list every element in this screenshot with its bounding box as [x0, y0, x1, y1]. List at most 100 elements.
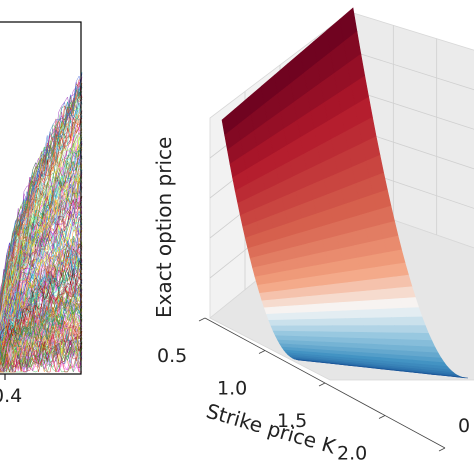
- surface-patch: [319, 331, 339, 339]
- sample-path: [0, 180, 83, 330]
- left-x-tick-label: 0.4: [0, 385, 22, 407]
- surface-patch: [412, 332, 433, 341]
- sample-path: [0, 333, 83, 372]
- surface-patch: [393, 274, 413, 289]
- surface-patch: [406, 316, 426, 326]
- surface-patch: [399, 297, 420, 309]
- surface-patch: [276, 297, 295, 308]
- surface-patch: [268, 319, 287, 327]
- x-tick: [438, 447, 446, 452]
- sample-path: [0, 156, 83, 321]
- x-tick: [198, 317, 206, 322]
- surface-patch: [334, 331, 355, 339]
- x-tick-label: 2.0: [337, 443, 367, 465]
- sample-path: [0, 343, 83, 373]
- sample-path: [0, 195, 83, 342]
- surface-patch: [266, 313, 285, 321]
- surface-patch: [296, 311, 316, 320]
- surface-patch: [342, 309, 362, 319]
- x-tick: [258, 350, 266, 354]
- x-ticks: 0.51.01.52.02.5: [157, 317, 446, 465]
- surface-patch: [386, 249, 406, 266]
- sample-path: [0, 279, 83, 354]
- sample-path: [0, 166, 83, 328]
- right-panel: 0.51.01.52.02.5 0 Exact option price Str…: [152, 7, 474, 465]
- surface-patch: [291, 296, 311, 307]
- surface-patch: [332, 325, 352, 333]
- x-axis-label: Strike price K: [204, 399, 339, 459]
- sample-path: [0, 75, 83, 316]
- surface-patch: [311, 311, 331, 320]
- sample-path: [0, 117, 83, 308]
- surface-patch: [448, 375, 469, 379]
- y-tick-label: 0: [458, 415, 470, 437]
- grid-line: [349, 50, 474, 91]
- sample-path: [0, 257, 83, 357]
- left-panel: 0.4: [0, 21, 83, 407]
- surface-patch: [278, 305, 298, 314]
- sample-path: [0, 268, 83, 341]
- surface-patch: [347, 325, 367, 333]
- surface-patch: [314, 318, 334, 327]
- surface-patch: [286, 325, 305, 332]
- surface-patch: [281, 312, 300, 321]
- sample-path: [0, 170, 83, 333]
- surface-patch: [294, 304, 313, 314]
- left-axes-frame: [0, 21, 82, 375]
- x-tick-label: 1.5: [277, 410, 307, 432]
- sample-path: [0, 164, 83, 320]
- surface-patch: [301, 325, 321, 333]
- sample-path: [0, 218, 83, 330]
- sample-path: [0, 81, 83, 302]
- x-tick: [378, 415, 386, 419]
- sample-path: [0, 273, 83, 352]
- x-tick-label: 0.5: [157, 345, 187, 367]
- grid-line: [349, 88, 474, 130]
- z-axis-label: Exact option price: [152, 137, 176, 318]
- sample-path: [0, 227, 83, 344]
- surface-patch: [288, 330, 308, 338]
- surface-patch: [261, 299, 280, 309]
- surface-patch: [329, 318, 349, 327]
- surface-patch: [396, 286, 416, 299]
- surface-patch: [324, 302, 344, 312]
- surface-patch: [263, 306, 283, 315]
- surface-patch: [390, 262, 409, 278]
- sample-path: [0, 136, 83, 325]
- surface-patch: [299, 318, 318, 327]
- surface-patch: [415, 339, 436, 348]
- sample-paths: [0, 71, 83, 373]
- sample-path: [0, 88, 83, 309]
- x-tick-label: 1.0: [217, 378, 247, 400]
- sample-path: [0, 295, 83, 366]
- surface-patch: [326, 310, 346, 320]
- sample-path: [0, 87, 83, 312]
- sample-path: [0, 207, 83, 339]
- surface-patch: [321, 293, 341, 304]
- surface-patch: [403, 307, 423, 318]
- surface: [221, 7, 469, 379]
- surface-patch: [306, 294, 326, 306]
- surface-patch: [270, 325, 290, 332]
- sample-path: [0, 284, 83, 346]
- sample-path: [0, 242, 83, 341]
- sample-path: [0, 303, 83, 367]
- sample-path: [0, 156, 83, 323]
- sample-path: [0, 112, 83, 306]
- sample-path: [0, 205, 83, 338]
- surface-patch: [283, 319, 303, 327]
- surface-patch: [316, 325, 336, 333]
- sample-path: [0, 306, 83, 356]
- sample-path: [0, 342, 83, 373]
- sample-path: [0, 230, 83, 332]
- sample-path: [0, 314, 83, 361]
- sample-path: [0, 307, 83, 362]
- sample-path: [0, 341, 83, 371]
- surface-patch: [303, 331, 323, 338]
- surface-patch: [309, 303, 328, 313]
- surface-patch: [304, 285, 323, 297]
- surface-patch: [409, 325, 429, 334]
- sample-path: [0, 298, 83, 360]
- x-tick: [318, 382, 326, 387]
